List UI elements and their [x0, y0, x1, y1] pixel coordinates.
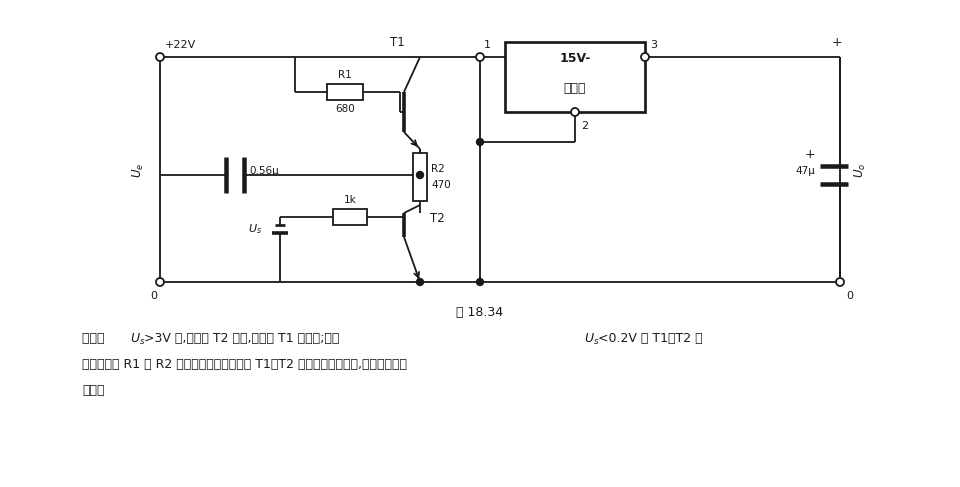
Text: +22V: +22V — [165, 40, 196, 50]
Text: 稳压器: 稳压器 — [564, 82, 587, 95]
Text: $U_e$: $U_e$ — [131, 162, 146, 178]
Circle shape — [836, 278, 844, 286]
Text: +: + — [832, 37, 843, 50]
Text: $U_s$: $U_s$ — [248, 222, 262, 236]
Text: 0.56μ: 0.56μ — [249, 166, 278, 176]
Text: 0: 0 — [151, 291, 157, 301]
Text: 680: 680 — [335, 104, 355, 114]
Text: $U_s$: $U_s$ — [130, 332, 146, 347]
Bar — [505, 42, 645, 112]
Circle shape — [417, 279, 423, 285]
Text: >3V 时,晶体管 T2 导通,从而使 T1 也导通;而当: >3V 时,晶体管 T2 导通,从而使 T1 也导通;而当 — [144, 333, 344, 345]
Circle shape — [476, 279, 484, 285]
Text: 1k: 1k — [344, 195, 356, 205]
Text: $U_s$: $U_s$ — [584, 332, 600, 347]
Text: 470: 470 — [431, 180, 451, 190]
Circle shape — [641, 53, 649, 61]
Text: 图 18.34: 图 18.34 — [456, 305, 504, 318]
Bar — [413, 153, 427, 201]
Text: T1: T1 — [390, 37, 405, 50]
Text: 15V-: 15V- — [560, 53, 590, 65]
Text: R2: R2 — [431, 164, 444, 174]
Text: 止。实际中 R1 和 R2 的值同所选用的晶体管 T1、T2 以及工作电压有关,并要在实验中: 止。实际中 R1 和 R2 的值同所选用的晶体管 T1、T2 以及工作电压有关,… — [82, 358, 407, 372]
Text: R1: R1 — [338, 70, 352, 80]
Text: 2: 2 — [581, 121, 588, 131]
Text: T2: T2 — [430, 212, 444, 225]
Bar — [333, 209, 367, 225]
Circle shape — [417, 171, 423, 179]
Circle shape — [571, 108, 579, 116]
Text: 0: 0 — [846, 291, 853, 301]
Text: 1: 1 — [484, 40, 491, 50]
Circle shape — [156, 278, 164, 286]
Text: 3: 3 — [650, 40, 657, 50]
Circle shape — [156, 53, 164, 61]
Text: $U_o$: $U_o$ — [852, 162, 868, 178]
Text: 当电压: 当电压 — [82, 333, 108, 345]
Text: <0.2V 时 T1、T2 截: <0.2V 时 T1、T2 截 — [598, 333, 703, 345]
Text: 47μ: 47μ — [795, 166, 815, 176]
Text: 调整。: 调整。 — [82, 385, 105, 397]
Bar — [327, 84, 363, 100]
Text: +: + — [804, 149, 815, 162]
Circle shape — [476, 53, 484, 61]
Circle shape — [476, 138, 484, 146]
